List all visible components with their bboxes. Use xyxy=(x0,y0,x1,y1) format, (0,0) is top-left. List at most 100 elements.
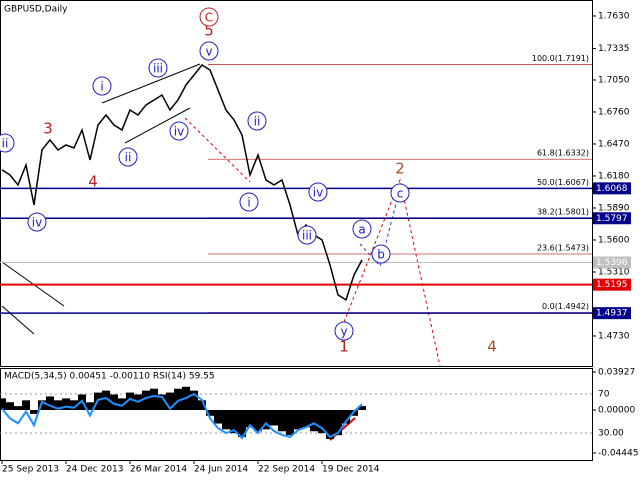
wave-circle xyxy=(0,133,15,153)
fibonacci-label: 50.0(1.6067) xyxy=(537,178,589,187)
histogram-bar xyxy=(102,390,110,410)
histogram-bar xyxy=(310,409,318,432)
price-panel-frame xyxy=(0,0,593,367)
histogram-bar xyxy=(198,400,206,410)
drawings xyxy=(1,63,441,441)
y-tick-label: 0.00000 xyxy=(598,405,635,415)
wave-label: iii xyxy=(153,62,163,76)
wave-circle xyxy=(308,182,328,202)
wave-circle xyxy=(239,192,259,212)
y-tick-label: 1.6470 xyxy=(598,139,630,149)
wave-label: c xyxy=(397,187,404,201)
channel-line xyxy=(124,107,191,144)
histogram-bar xyxy=(278,409,286,432)
wave-circle xyxy=(334,321,354,341)
level-label: 1.5195 xyxy=(596,280,628,290)
x-tick-label: 25 Sep 2013 xyxy=(2,465,59,475)
histogram-bar xyxy=(326,409,334,440)
level-label: 1.5797 xyxy=(596,214,628,224)
fibonacci-label: 38.2(1.5801) xyxy=(537,207,589,216)
x-tick-label: 24 Jun 2014 xyxy=(194,465,248,475)
channel-line xyxy=(101,63,201,104)
wave-label: a xyxy=(358,223,365,237)
level-label: 1.6068 xyxy=(596,184,628,194)
x-tick-label: 24 Dec 2013 xyxy=(66,465,124,475)
histogram-bar xyxy=(126,392,134,410)
fibonacci-label: 61.8(1.6332) xyxy=(537,149,589,158)
histogram-bar xyxy=(22,400,30,410)
y-tick-label: 1.6760 xyxy=(598,107,630,117)
rsi-line xyxy=(1,392,363,440)
wave-label: 1 xyxy=(339,338,349,356)
y-tick-label: 1.5310 xyxy=(598,267,630,277)
wave-circle xyxy=(148,58,168,78)
wave-circle xyxy=(27,212,47,232)
histogram-bar xyxy=(14,406,22,410)
histogram-bar xyxy=(270,409,278,426)
chart-title: GBPUSD,Daily xyxy=(4,5,68,15)
histogram-bar xyxy=(238,409,246,438)
wave-circle xyxy=(92,76,112,96)
y-tick-label: 1.4730 xyxy=(598,331,630,341)
histogram-bar xyxy=(158,394,166,410)
level-label-box xyxy=(593,182,631,195)
histogram-bar xyxy=(86,402,94,410)
y-tick-label: 0.03927 xyxy=(598,368,635,378)
histogram-bar xyxy=(342,409,350,424)
histogram-bar xyxy=(142,390,150,410)
histogram-bar xyxy=(54,400,62,410)
trend-line xyxy=(1,305,35,335)
y-tick-label: 1.7630 xyxy=(598,11,630,21)
histogram-bar xyxy=(118,398,126,410)
wave-circle xyxy=(390,183,410,203)
fibonacci-label: 0.0(1.4942) xyxy=(542,302,589,311)
level-label-box xyxy=(593,278,631,291)
histogram-bar xyxy=(254,409,262,432)
wave-label: 3 xyxy=(43,120,53,138)
histogram-bar xyxy=(46,396,54,410)
wave-label: y xyxy=(340,325,347,339)
y-tick-label: 1.5890 xyxy=(598,203,630,213)
wave-label: iv xyxy=(174,125,184,139)
wave-circle xyxy=(352,219,372,239)
wave-label: iii xyxy=(302,229,312,243)
wave-label: ii xyxy=(125,151,132,165)
histogram-bar xyxy=(286,409,294,436)
y2-tick-label: 30.00 xyxy=(598,429,624,439)
wave-circle xyxy=(118,147,138,167)
x-tick-label: 26 Mar 2014 xyxy=(130,465,187,475)
wave-circle xyxy=(199,41,219,61)
histogram-bar xyxy=(318,409,326,434)
wave-circle xyxy=(371,244,391,264)
wave-circle xyxy=(297,225,317,245)
histogram-bar xyxy=(334,409,342,436)
y-tick-label: -0.04445 xyxy=(598,449,638,459)
wave-label: 2 xyxy=(395,160,405,178)
wave-circle xyxy=(247,111,267,131)
wave-label: 5 xyxy=(204,22,214,40)
histogram-bar xyxy=(0,398,6,410)
wave-label: C xyxy=(205,11,213,25)
histogram-bar xyxy=(246,409,254,428)
level-label: 1.5396 xyxy=(596,258,628,268)
wave-label: ii xyxy=(254,115,261,129)
wave-label: ii xyxy=(2,137,9,151)
histogram-bar xyxy=(302,409,310,428)
indicator-panel-frame xyxy=(0,368,593,461)
level-label-box xyxy=(593,212,631,225)
histogram-bar xyxy=(358,406,366,410)
indicator-trend xyxy=(329,417,356,441)
histogram-bar xyxy=(294,409,302,430)
histogram-bar xyxy=(214,409,222,424)
histogram-bar xyxy=(190,390,198,410)
y2-tick-label: 70 xyxy=(598,390,610,400)
y-tick-label: 1.6180 xyxy=(598,171,630,181)
level-label-box xyxy=(593,307,631,320)
histogram-bar xyxy=(222,409,230,430)
histogram-bar xyxy=(30,409,38,414)
y-tick-label: 1.7050 xyxy=(598,75,630,85)
y-tick-label: 1.7335 xyxy=(598,44,630,54)
indicator-title: MACD(5,34,5) 0.00451 -0.00110 RSI(14) 59… xyxy=(4,372,215,382)
histogram-bar xyxy=(230,409,238,434)
histogram-bar xyxy=(262,409,270,430)
